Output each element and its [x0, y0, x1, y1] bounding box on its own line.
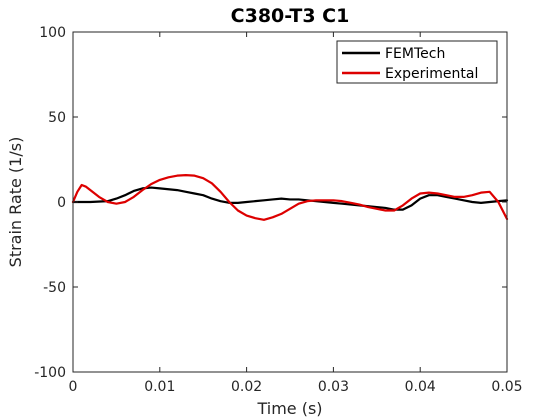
legend: FEMTech Experimental: [336, 40, 498, 84]
x-axis-label: Time (s): [256, 399, 322, 418]
y-axis-label: Strain Rate (1/s): [6, 137, 25, 268]
y-axis-ticks: -100 -50 0 50 100: [34, 25, 507, 381]
series-lines: [71, 174, 509, 221]
x-axis-ticks: 0 0.01 0.02 0.03 0.04 0.05: [69, 32, 523, 395]
x-tick-label: 0.05: [491, 379, 522, 395]
x-tick-label: 0.04: [405, 379, 436, 395]
legend-label: Experimental: [385, 66, 478, 82]
legend-label: FEMTech: [385, 46, 445, 62]
y-tick-label: 0: [57, 195, 66, 211]
plot-area: [73, 32, 507, 372]
x-tick-label: 0: [69, 379, 78, 395]
legend-box: [336, 40, 498, 84]
x-tick-label: 0.02: [231, 379, 262, 395]
y-tick-label: 100: [39, 25, 66, 41]
x-tick-label: 0.03: [318, 379, 349, 395]
y-tick-label: -100: [34, 365, 66, 381]
chart-title: C380-T3 C1: [231, 5, 350, 27]
series-line-femtech: [71, 186, 509, 211]
y-tick-label: 50: [48, 110, 66, 126]
series-line-experimental: [71, 174, 509, 221]
y-tick-label: -50: [43, 280, 66, 296]
x-tick-label: 0.01: [144, 379, 175, 395]
